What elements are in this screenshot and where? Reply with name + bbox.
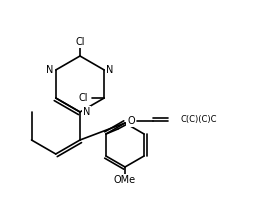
- Text: N: N: [106, 65, 114, 75]
- Text: C(C)(C)C: C(C)(C)C: [181, 114, 218, 123]
- Text: OMe: OMe: [114, 175, 136, 185]
- Text: O: O: [127, 116, 135, 126]
- Text: N: N: [83, 107, 90, 117]
- Text: Cl: Cl: [79, 93, 88, 103]
- Text: Cl: Cl: [75, 37, 85, 47]
- Text: N: N: [46, 65, 54, 75]
